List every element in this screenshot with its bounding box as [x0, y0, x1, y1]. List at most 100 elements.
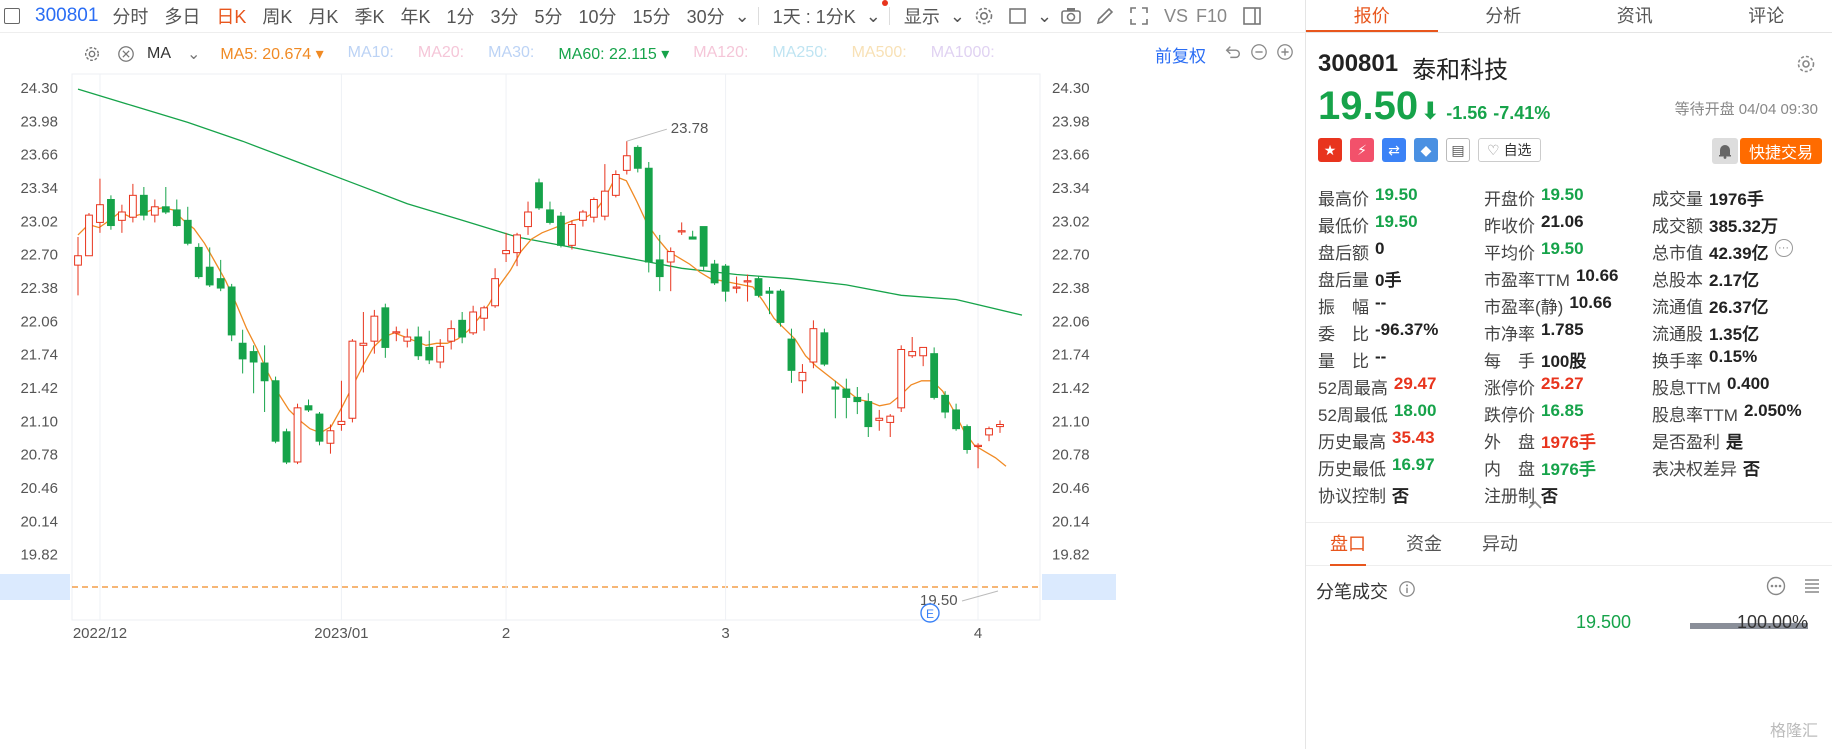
zoom-in-icon[interactable]: [1276, 43, 1294, 66]
heart-icon: ♡: [1487, 141, 1500, 158]
chevron-down-icon[interactable]: ⌄: [1036, 5, 1053, 26]
ma-legend-item[interactable]: MA1000:: [931, 44, 995, 64]
zoom-out-icon[interactable]: [1250, 43, 1268, 66]
connect-icon[interactable]: ⇄: [1382, 138, 1406, 162]
x-tick-label: 4: [974, 625, 982, 642]
close-icon[interactable]: [114, 42, 138, 66]
settings-icon[interactable]: [972, 4, 996, 28]
y-tick-label-right: 21.74: [1052, 347, 1090, 364]
stat-cell: 最低价 19.50: [1318, 212, 1484, 237]
quick-trade-button[interactable]: 快捷交易: [1740, 138, 1822, 164]
stat-cell: 最高价 19.50: [1318, 185, 1484, 210]
detail-tab[interactable]: 盘口: [1330, 522, 1366, 566]
stock-code-link[interactable]: 300801: [35, 5, 99, 26]
ma-legend-item[interactable]: MA20:: [418, 44, 464, 64]
stat-cell: 协议控制否: [1318, 482, 1484, 507]
period-tab[interactable]: 5分: [534, 7, 563, 27]
ma-legend-item[interactable]: MA250:: [772, 44, 827, 64]
document-icon[interactable]: ▤: [1446, 138, 1470, 162]
ma-label: MA5:: [220, 46, 258, 63]
period-tab[interactable]: 3分: [490, 7, 519, 27]
x-tick-label: 2022/12: [73, 625, 127, 642]
stat-label: 52周最高: [1318, 379, 1388, 398]
chevron-down-icon[interactable]: ⌄: [949, 5, 965, 26]
collapse-icon[interactable]: [1528, 500, 1542, 510]
y-tick-label-left: 21.74: [20, 347, 58, 364]
camera-icon[interactable]: [1059, 4, 1083, 28]
period-tab[interactable]: 月K: [308, 7, 339, 27]
adjust-select[interactable]: 前复权: [1155, 47, 1206, 66]
stat-label: 市盈率(静): [1484, 298, 1564, 317]
bell-icon[interactable]: [1712, 138, 1738, 164]
stat-value: --: [1375, 293, 1387, 312]
sidebar-toggle-icon[interactable]: [1240, 4, 1264, 28]
interval-select[interactable]: 1天 : 1分K: [772, 7, 856, 27]
panel-toggle-icon[interactable]: [4, 8, 20, 24]
period-tab[interactable]: 日K: [216, 7, 247, 27]
compare-button[interactable]: VS: [1164, 5, 1189, 26]
period-tab[interactable]: 年K: [400, 7, 431, 27]
detail-tab[interactable]: 异动: [1482, 534, 1518, 554]
ma-legend-item[interactable]: MA500:: [852, 44, 907, 64]
period-tab[interactable]: 季K: [354, 7, 385, 27]
gear-icon[interactable]: [1796, 54, 1816, 79]
stat-label: 总股本: [1652, 271, 1703, 290]
stat-value: -96.37%: [1375, 320, 1439, 339]
candle-body: [611, 174, 620, 196]
tag-icon[interactable]: ◆: [1414, 138, 1438, 162]
ma-legend-item[interactable]: MA60: 22.115 ▾: [558, 44, 669, 64]
period-tab[interactable]: 分时: [112, 7, 149, 27]
quote-tab[interactable]: 评论: [1748, 6, 1785, 26]
detail-tab[interactable]: 资金: [1406, 534, 1442, 554]
indicator-type[interactable]: MA: [147, 45, 171, 62]
candle-body: [677, 230, 686, 233]
divider: [757, 7, 759, 25]
candle-body: [919, 346, 928, 357]
stat-cell: 市盈率TTM 10.66: [1484, 266, 1652, 291]
kline-chart[interactable]: 24.30 24.30 23.98 23.98 23.66 23.66 23.34 23.34…: [0, 70, 1306, 749]
chevron-down-icon[interactable]: ⌄: [734, 5, 750, 26]
period-tab[interactable]: 多日: [164, 7, 201, 27]
quote-tab[interactable]: 分析: [1485, 6, 1522, 26]
ma-legend-item[interactable]: MA30:: [488, 44, 534, 64]
quote-tab[interactable]: 报价: [1306, 0, 1438, 32]
display-menu[interactable]: 显示: [903, 7, 940, 27]
stat-value: 1976手: [1709, 190, 1764, 209]
period-tab[interactable]: 周K: [262, 7, 293, 27]
y-tick-label-right: 23.02: [1052, 213, 1090, 230]
period-tab[interactable]: 30分: [686, 7, 725, 27]
f10-button[interactable]: F10: [1196, 5, 1228, 26]
add-watchlist-button[interactable]: ♡ 自选: [1478, 138, 1541, 162]
stat-value: 2.050%: [1743, 401, 1802, 420]
period-tab[interactable]: 15分: [632, 7, 671, 27]
more-icon[interactable]: [1766, 576, 1786, 601]
indicator-settings-icon[interactable]: [80, 42, 104, 66]
period-tab[interactable]: 10分: [578, 7, 617, 27]
draw-box-icon[interactable]: [1006, 4, 1030, 28]
list-icon[interactable]: [1802, 576, 1822, 601]
stock-title: 300801 泰和科技: [1318, 50, 1508, 85]
candle-body: [930, 353, 939, 398]
period-tab[interactable]: 1分: [446, 7, 475, 27]
candle-body: [787, 338, 796, 371]
stat-cell: 历史最低 16.97: [1318, 455, 1484, 480]
ma-legend-item[interactable]: MA5: 20.674 ▾: [220, 44, 323, 64]
stat-value: 否: [1392, 487, 1409, 506]
margin-icon[interactable]: ⚡: [1350, 138, 1374, 162]
ma-legend-item[interactable]: MA10:: [348, 44, 394, 64]
quote-tab[interactable]: 资讯: [1616, 6, 1653, 26]
stat-cell: 市净率 1.785: [1484, 320, 1652, 345]
ma-label: MA1000:: [930, 44, 995, 61]
chevron-down-icon[interactable]: ⌄: [187, 46, 201, 63]
quote-stats: 最高价 19.50 开盘价 19.50 成交量 1976手 最低价 19.50 昨收价 21.06…: [1318, 184, 1828, 508]
candle-body: [732, 286, 741, 289]
info-icon[interactable]: [1398, 580, 1416, 603]
ma-legend-item[interactable]: MA120:: [693, 44, 748, 64]
tick-controls: [1766, 576, 1822, 601]
pencil-icon[interactable]: [1093, 4, 1117, 28]
stat-cell: 历史最高 35.43: [1318, 428, 1484, 453]
more-icon[interactable]: ···: [1774, 239, 1793, 257]
undo-icon[interactable]: [1224, 43, 1242, 66]
chevron-down-icon[interactable]: ⌄: [865, 5, 881, 26]
fullscreen-icon[interactable]: [1127, 4, 1151, 28]
